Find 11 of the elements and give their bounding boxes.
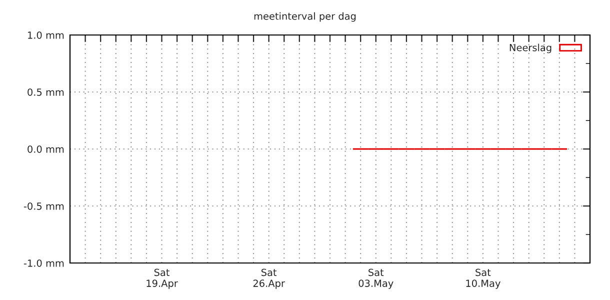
- x-tick-label: Sat 10.May: [466, 268, 500, 289]
- y-tick-label: 0.0 mm: [28, 145, 64, 153]
- x-tick-label: Sat 19.Apr: [146, 268, 178, 289]
- x-tick-label: Sat 03.May: [358, 268, 394, 289]
- y-tick-label: -0.5 mm: [24, 202, 64, 210]
- y-tick-label: 1.0 mm: [28, 31, 64, 39]
- legend-label: Neerslag: [510, 44, 552, 54]
- y-tick-label: 0.5 mm: [28, 88, 64, 96]
- y-tick-label: -1.0 mm: [24, 259, 64, 267]
- x-tick-label: Sat 26.Apr: [253, 268, 285, 289]
- chart-title: meetinterval per dag: [254, 12, 356, 22]
